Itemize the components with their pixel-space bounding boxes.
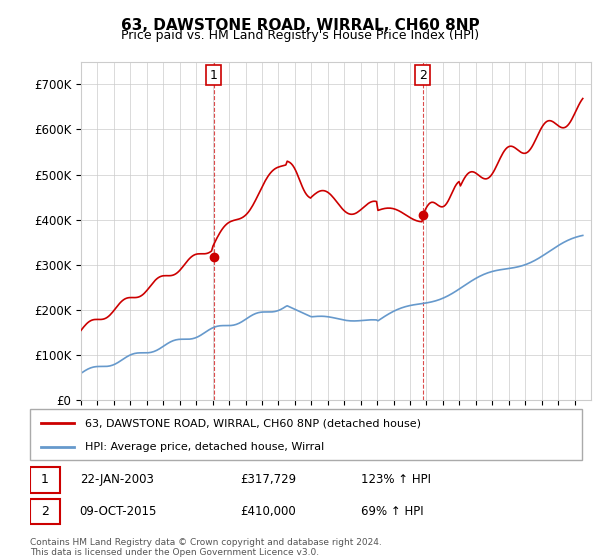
Text: Price paid vs. HM Land Registry's House Price Index (HPI): Price paid vs. HM Land Registry's House … (121, 29, 479, 42)
Text: Contains HM Land Registry data © Crown copyright and database right 2024.: Contains HM Land Registry data © Crown c… (30, 538, 382, 547)
Text: 2: 2 (41, 505, 49, 518)
Text: £317,729: £317,729 (240, 473, 296, 487)
Text: 2: 2 (419, 69, 427, 82)
FancyBboxPatch shape (30, 498, 61, 524)
Text: HPI: Average price, detached house, Wirral: HPI: Average price, detached house, Wirr… (85, 442, 325, 452)
Text: 1: 1 (41, 473, 49, 487)
Text: This data is licensed under the Open Government Licence v3.0.: This data is licensed under the Open Gov… (30, 548, 319, 557)
Text: 69% ↑ HPI: 69% ↑ HPI (361, 505, 424, 518)
Text: £410,000: £410,000 (240, 505, 296, 518)
Text: 123% ↑ HPI: 123% ↑ HPI (361, 473, 431, 487)
Text: 63, DAWSTONE ROAD, WIRRAL, CH60 8NP (detached house): 63, DAWSTONE ROAD, WIRRAL, CH60 8NP (det… (85, 418, 421, 428)
FancyBboxPatch shape (30, 409, 582, 460)
Text: 1: 1 (209, 69, 218, 82)
Text: 63, DAWSTONE ROAD, WIRRAL, CH60 8NP: 63, DAWSTONE ROAD, WIRRAL, CH60 8NP (121, 18, 479, 33)
Text: 22-JAN-2003: 22-JAN-2003 (80, 473, 154, 487)
Text: 09-OCT-2015: 09-OCT-2015 (80, 505, 157, 518)
FancyBboxPatch shape (30, 467, 61, 493)
